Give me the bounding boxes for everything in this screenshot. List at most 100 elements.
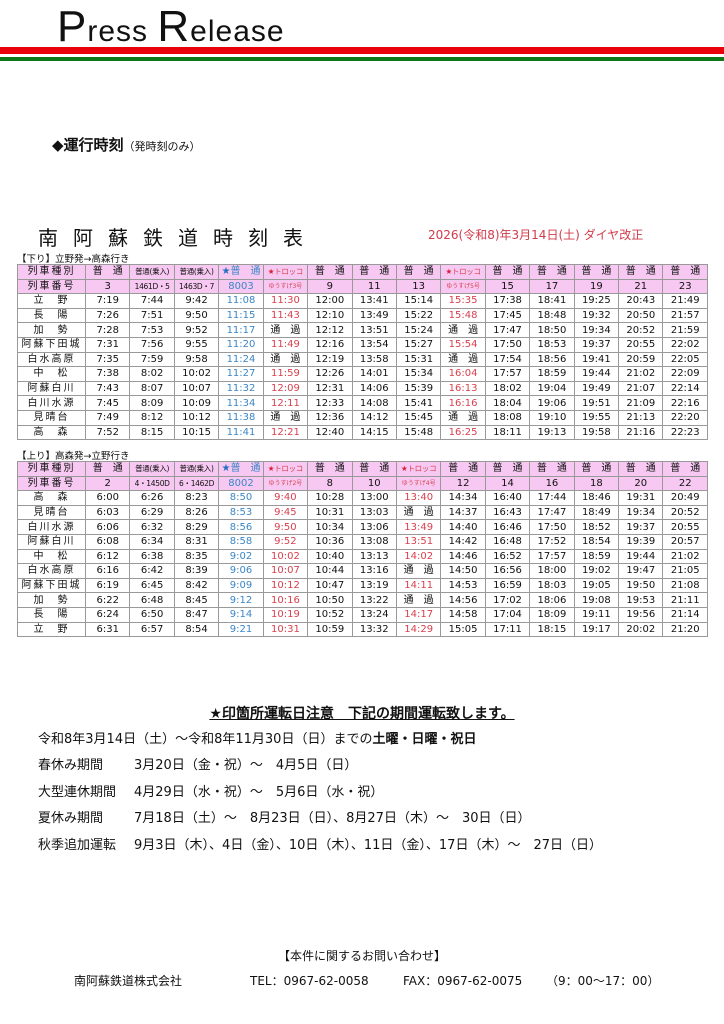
- train-number-cell: 4・1450D: [129, 475, 175, 492]
- departure-time: 21:02: [618, 366, 664, 382]
- timetable-title: 南阿蘇鉄道時刻表: [38, 226, 318, 250]
- departure-time: 16:56: [484, 563, 531, 579]
- departure-time: 18:46: [573, 490, 620, 506]
- departure-time: 21:16: [618, 424, 664, 441]
- departure-time: 13:22: [351, 592, 397, 608]
- departure-time: 8:07: [129, 380, 175, 397]
- departure-time: 19:10: [529, 409, 575, 426]
- departure-time: 14:11: [395, 577, 442, 594]
- departure-time: 17:57: [484, 366, 531, 382]
- departure-time: 14:02: [395, 548, 442, 565]
- departure-time: 11:43: [262, 307, 309, 324]
- departure-time: 21:49: [662, 293, 708, 309]
- departure-time: 9:06: [218, 563, 264, 579]
- departure-time: 14:08: [351, 395, 397, 411]
- departure-time: 18:53: [529, 336, 575, 353]
- departure-time: 6:48: [129, 592, 175, 608]
- station-row: 阿蘇白川 7:43 8:07 10:07 11:32 12:09 12:31 14:06 15:…: [17, 380, 708, 397]
- departure-time: 17:38: [484, 293, 531, 309]
- train-type-text: トロッコ: [274, 267, 304, 277]
- train-number-cell: ゆうすげ5号: [440, 278, 486, 295]
- departure-time: 9:50: [262, 519, 309, 535]
- departure-time: 8:39: [173, 563, 220, 579]
- train-number-cell: 1463D・7: [173, 278, 220, 295]
- departure-time: 19:13: [529, 424, 575, 441]
- departure-time: 20:55: [662, 519, 708, 535]
- train-type-cell: 普 通: [484, 461, 531, 477]
- departure-time: 19:11: [573, 606, 620, 623]
- up-direction-label: 【上り】高森発→立野行き: [17, 451, 130, 462]
- departure-time: 12:16: [307, 336, 353, 353]
- departure-time: 9:42: [173, 293, 220, 309]
- station-row: 阿蘇下田城 7:31 7:56 9:55 11:20 11:49 12:16 13:54 15:…: [17, 336, 708, 353]
- departure-time: 8:23: [173, 490, 220, 506]
- departure-time: 9:02: [218, 548, 264, 565]
- station-name: 見晴台: [17, 504, 86, 521]
- departure-time: 通 過: [395, 504, 442, 521]
- departure-time: 通 過: [262, 351, 309, 368]
- departure-time: 8:12: [129, 409, 175, 426]
- up-timetable: 列車種別普 通普通(乗入) 普通(乗入) ★普 通 ★トロッコ普 通普 通 ★トロッコ普…: [17, 461, 708, 638]
- departure-time: 15:35: [440, 293, 486, 309]
- station-row: 白水高原 6:16 6:42 8:39 9:06 10:07 10:44 13:16 通 過 14…: [17, 563, 708, 579]
- station-name: 加 勢: [17, 592, 86, 608]
- departure-time: 13:08: [351, 533, 397, 550]
- company-name: 南阿蘇鉄道株式会社: [74, 974, 183, 988]
- departure-time: 10:31: [307, 504, 353, 521]
- station-name: 高 森: [17, 490, 86, 506]
- departure-time: 13:03: [351, 504, 397, 521]
- header-green-rule: [0, 57, 724, 61]
- departure-time: 12:10: [307, 307, 353, 324]
- train-type-label: 列車種別: [17, 264, 86, 280]
- departure-time: 20:02: [618, 621, 664, 638]
- departure-time: 7:53: [129, 322, 175, 338]
- departure-time: 10:59: [307, 621, 353, 638]
- train-type-cell: 普 通: [395, 264, 442, 280]
- train-type-row: 列車種別普 通普通(乗入) 普通(乗入) ★普 通 ★トロッコ普 通普 通普 通 ★トロ…: [17, 264, 708, 280]
- departure-time: 10:07: [173, 380, 220, 397]
- departure-time: 17:04: [484, 606, 531, 623]
- departure-time: 通 過: [262, 409, 309, 426]
- departure-time: 14:12: [351, 409, 397, 426]
- departure-time: 8:54: [173, 621, 220, 638]
- departure-time: 通 過: [262, 322, 309, 338]
- train-number-cell: 12: [440, 475, 486, 492]
- star-icon: ★: [221, 266, 231, 278]
- train-number-cell: 11: [351, 278, 397, 295]
- departure-time: 10:50: [307, 592, 353, 608]
- departure-time: 12:36: [307, 409, 353, 426]
- train-type-cell: 普 通: [307, 264, 353, 280]
- departure-time: 11:49: [262, 336, 309, 353]
- departure-time: 18:02: [484, 380, 531, 397]
- departure-time: 8:45: [173, 592, 220, 608]
- departure-time: 13:54: [351, 336, 397, 353]
- station-name: 長 陽: [17, 307, 86, 324]
- train-number-cell: 22: [662, 475, 708, 492]
- departure-time: 9:55: [173, 336, 220, 353]
- departure-time: 9:50: [173, 307, 220, 324]
- departure-time: 19:04: [529, 380, 575, 397]
- station-name: 中 松: [17, 548, 86, 565]
- departure-time: 11:27: [218, 366, 264, 382]
- departure-time: 19:55: [573, 409, 620, 426]
- departure-time: 18:59: [573, 548, 620, 565]
- departure-time: 8:42: [173, 577, 220, 594]
- departure-time: 14:15: [351, 424, 397, 441]
- departure-time: 19:34: [573, 322, 620, 338]
- station-name: 白川水源: [17, 395, 86, 411]
- departure-time: 15:27: [395, 336, 442, 353]
- train-number-cell: 8002: [218, 475, 264, 492]
- departure-time: 10:02: [173, 366, 220, 382]
- departure-time: 13:49: [395, 519, 442, 535]
- departure-time: 6:00: [84, 490, 131, 506]
- down-direction-label: 【下り】立野発→高森行き: [17, 254, 130, 265]
- departure-time: 7:38: [84, 366, 131, 382]
- departure-time: 8:31: [173, 533, 220, 550]
- train-number-cell: 19: [573, 278, 620, 295]
- departure-time: 6:31: [84, 621, 131, 638]
- departure-time: 10:34: [307, 519, 353, 535]
- station-row: 白水高原 7:35 7:59 9:58 11:24 通 過 12:19 13:58 15:31 通…: [17, 351, 708, 368]
- departure-time: 通 過: [440, 322, 486, 338]
- train-number-cell: 17: [529, 278, 575, 295]
- departure-time: 15:24: [395, 322, 442, 338]
